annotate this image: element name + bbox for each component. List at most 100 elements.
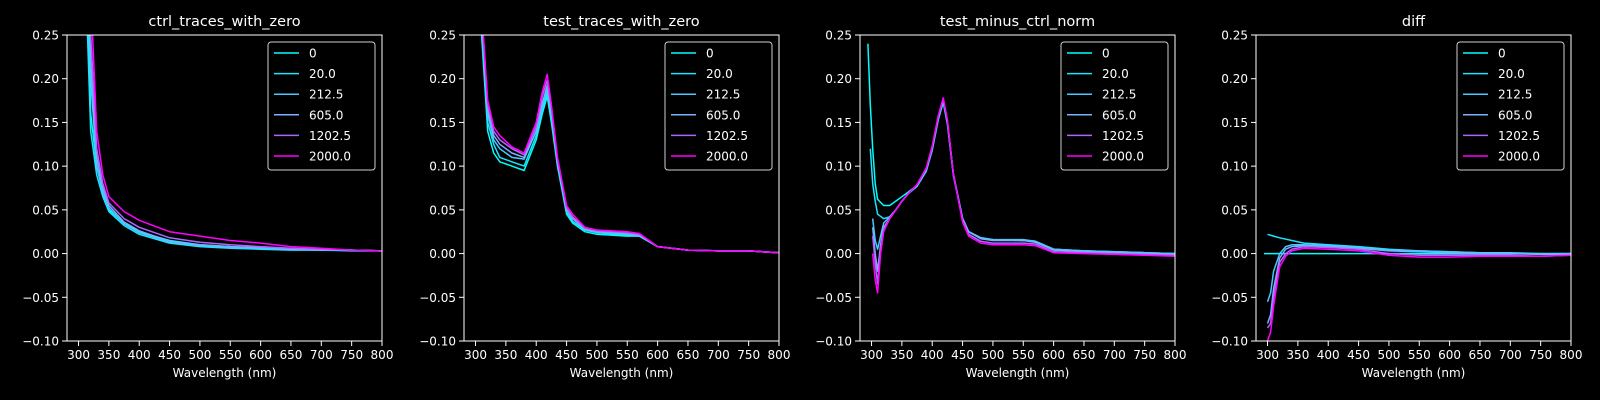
legend-label: 0	[309, 47, 317, 61]
legend-label: 2000.0	[1498, 150, 1540, 164]
chart-title: diff	[1402, 14, 1426, 30]
x-tick-label: 800	[1560, 348, 1583, 362]
x-tick-label: 650	[280, 348, 303, 362]
legend-label: 0	[1102, 47, 1110, 61]
legend-label: 1202.5	[1102, 129, 1144, 143]
x-tick-label: 600	[646, 348, 669, 362]
legend-label: 2000.0	[309, 150, 351, 164]
x-tick-label: 550	[616, 348, 639, 362]
legend-label: 212.5	[309, 88, 343, 102]
x-tick-label: 800	[768, 348, 791, 362]
x-tick-label: 700	[1499, 348, 1522, 362]
y-tick-label: −0.10	[815, 335, 852, 349]
x-tick-label: 350	[494, 348, 517, 362]
legend-label: 212.5	[1498, 88, 1532, 102]
y-tick-label: 0.10	[429, 160, 456, 174]
y-tick-label: −0.10	[22, 335, 59, 349]
x-tick-label: 650	[1469, 348, 1492, 362]
y-tick-label: 0.20	[32, 72, 59, 86]
x-tick-label: 500	[981, 348, 1004, 362]
x-tick-label: 450	[158, 348, 181, 362]
y-tick-label: −0.05	[22, 291, 59, 305]
y-tick-label: 0.20	[1221, 72, 1248, 86]
legend-label: 605.0	[706, 108, 740, 122]
axes-frame	[463, 34, 780, 342]
series-group	[867, 43, 1175, 294]
y-tick-label: −0.05	[815, 291, 852, 305]
y-tick-label: −0.05	[419, 291, 456, 305]
y-tick-label: 0.10	[1221, 160, 1248, 174]
x-tick-label: 550	[1012, 348, 1035, 362]
y-tick-label: 0.05	[1221, 203, 1248, 217]
y-tick-label: 0.05	[32, 203, 59, 217]
chart-title: test_traces_with_zero	[543, 14, 700, 30]
legend-label: 605.0	[309, 108, 343, 122]
series-group	[1263, 233, 1571, 341]
x-tick-label: 450	[555, 348, 578, 362]
x-tick-label: 350	[890, 348, 913, 362]
x-tick-label: 600	[1438, 348, 1461, 362]
legend-label: 0	[1498, 47, 1506, 61]
y-tick-label: −0.10	[419, 335, 456, 349]
legend-label: 0	[706, 47, 714, 61]
series-line	[89, 35, 382, 252]
chart-panel-3: test_minus_ctrl_norm 300 350 400 450 500 550 60…	[815, 14, 1186, 380]
legend-label: 605.0	[1498, 108, 1532, 122]
y-tick-label: 0.10	[825, 160, 852, 174]
x-tick-label: 300	[464, 348, 487, 362]
x-tick-label: 750	[737, 348, 760, 362]
chart-title: ctrl_traces_with_zero	[148, 14, 300, 30]
x-axis-label: Wavelength (nm)	[173, 366, 277, 380]
x-tick-label: 500	[1377, 348, 1400, 362]
legend-label: 605.0	[1102, 108, 1136, 122]
legend-label: 212.5	[706, 88, 740, 102]
y-tick-label: 0.15	[1221, 116, 1248, 130]
x-tick-label: 550	[219, 348, 242, 362]
x-tick-label: 650	[677, 348, 700, 362]
y-tick-label: 0.00	[1221, 247, 1248, 261]
legend-label: 1202.5	[706, 129, 748, 143]
x-tick-label: 650	[1073, 348, 1096, 362]
y-tick-label: 0.15	[825, 116, 852, 130]
x-axis-label: Wavelength (nm)	[1362, 366, 1466, 380]
x-tick-label: 700	[310, 348, 333, 362]
y-tick-label: 0.00	[825, 247, 852, 261]
axes-frame	[859, 34, 1176, 342]
x-tick-label: 600	[249, 348, 272, 362]
x-tick-label: 350	[1286, 348, 1309, 362]
y-tick-label: 0.15	[32, 116, 59, 130]
x-tick-label: 500	[188, 348, 211, 362]
x-tick-label: 300	[67, 348, 90, 362]
legend-label: 212.5	[1102, 88, 1136, 102]
chart-panel-4: diff 300 350 400 450 500 550 600 650 700 750 800 −0.…	[1211, 14, 1582, 380]
legend-label: 1202.5	[1498, 129, 1540, 143]
y-tick-label: −0.05	[1211, 291, 1248, 305]
x-tick-label: 350	[97, 348, 120, 362]
x-axis-label: Wavelength (nm)	[570, 366, 674, 380]
y-tick-label: −0.10	[1211, 335, 1248, 349]
x-tick-label: 600	[1042, 348, 1065, 362]
chart-title: test_minus_ctrl_norm	[940, 14, 1095, 30]
x-tick-label: 500	[585, 348, 608, 362]
chart-panel-1: ctrl_traces_with_zero 300 350 400 450 500 550 6…	[22, 14, 393, 380]
series-line	[91, 35, 382, 252]
x-tick-label: 450	[1347, 348, 1370, 362]
y-tick-label: 0.20	[429, 72, 456, 86]
x-tick-label: 800	[1164, 348, 1187, 362]
axes-frame	[66, 34, 383, 342]
legend-label: 20.0	[309, 67, 336, 81]
y-tick-label: 0.15	[429, 116, 456, 130]
series-line	[1266, 245, 1571, 329]
series-line	[1266, 244, 1571, 324]
y-tick-label: 0.05	[429, 203, 456, 217]
x-tick-label: 700	[1103, 348, 1126, 362]
x-tick-label: 300	[1256, 348, 1279, 362]
y-tick-label: 0.05	[825, 203, 852, 217]
legend: 0 20.0 212.5 605.0 1202.5 2000.0	[664, 41, 773, 171]
y-tick-label: 0.20	[825, 72, 852, 86]
series-line	[871, 97, 1175, 294]
x-tick-label: 450	[951, 348, 974, 362]
x-tick-label: 750	[340, 348, 363, 362]
x-tick-label: 400	[1317, 348, 1340, 362]
legend-label: 2000.0	[706, 150, 748, 164]
